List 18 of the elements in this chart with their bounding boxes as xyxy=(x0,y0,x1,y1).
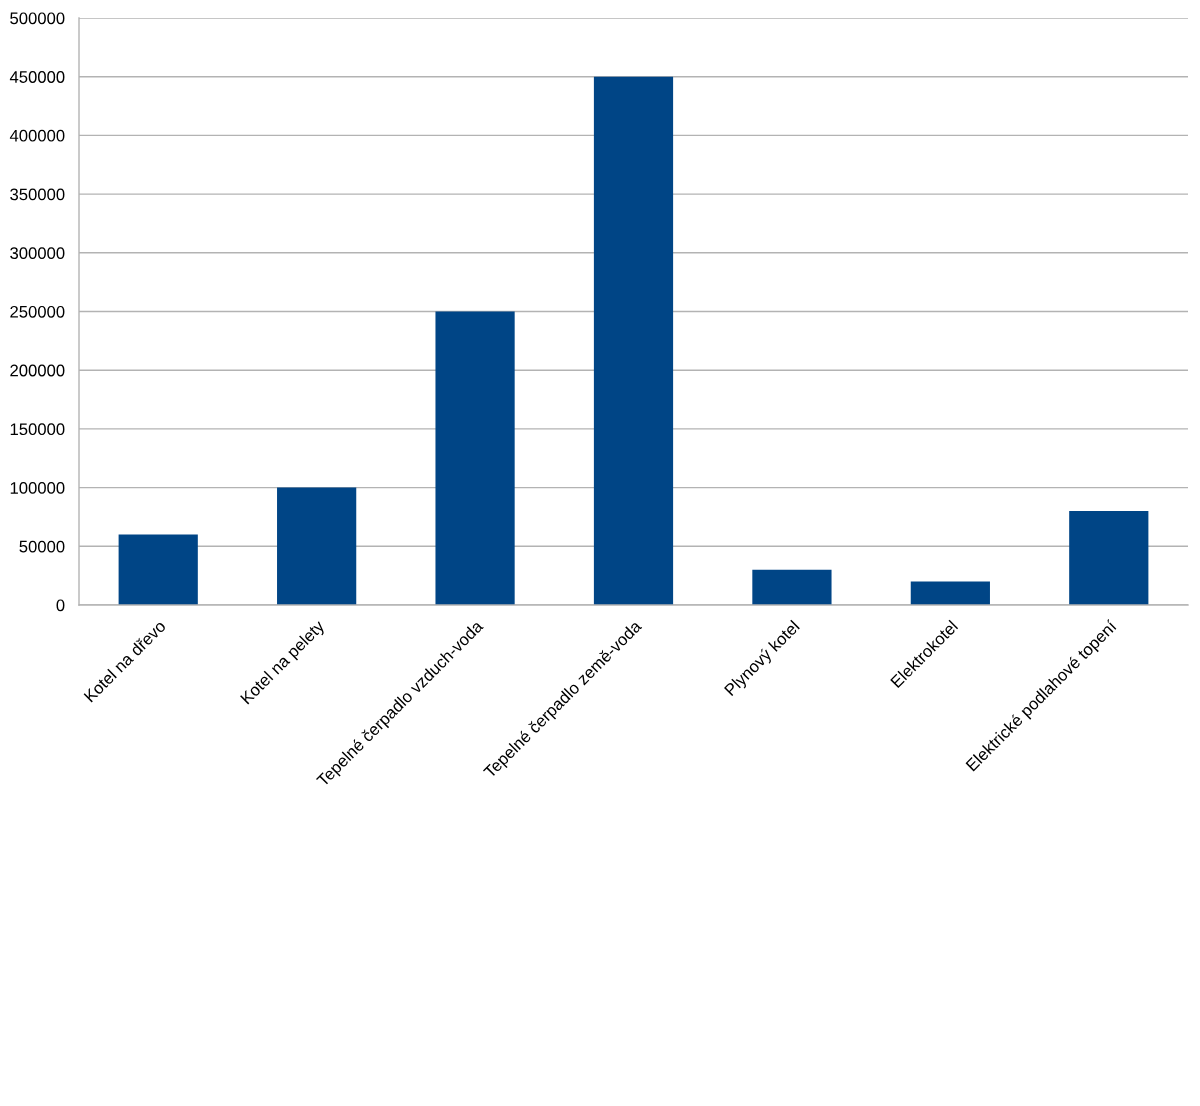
y-tick-label: 300000 xyxy=(10,247,65,259)
y-tick-label: 50000 xyxy=(19,540,65,553)
y-tick-label: 150000 xyxy=(10,423,65,436)
bar xyxy=(593,76,674,605)
bar xyxy=(435,311,515,605)
y-tick-label: 350000 xyxy=(10,188,65,201)
y-tick-label: 400000 xyxy=(9,129,65,142)
bar xyxy=(910,581,990,605)
bar xyxy=(277,487,357,605)
y-tick-label: 100000 xyxy=(10,482,65,494)
bar xyxy=(752,569,832,605)
bar xyxy=(118,534,198,605)
y-tick-label: 450000 xyxy=(9,71,65,83)
bar xyxy=(1069,511,1149,605)
y-tick-label: 200000 xyxy=(10,364,65,377)
y-tick-label: 250000 xyxy=(10,305,65,318)
y-tick-label: 0 xyxy=(56,599,65,612)
y-tick-label: 500000 xyxy=(10,12,65,25)
